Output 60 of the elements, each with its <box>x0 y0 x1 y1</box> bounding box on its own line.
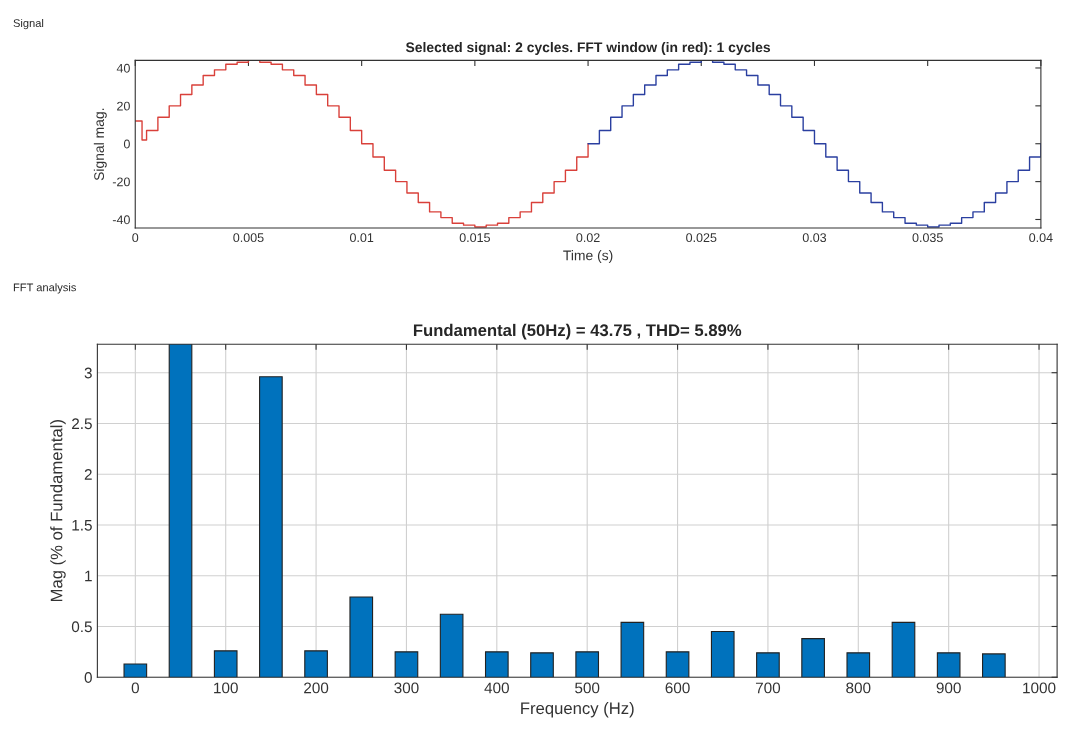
text: Signal <box>13 18 44 30</box>
y-tick-label: 2 <box>84 469 92 480</box>
y-tick-label: -20 <box>112 177 130 187</box>
y-axis-title: Signal mag. <box>93 108 107 181</box>
x-tick-label: 400 <box>484 682 509 694</box>
bar <box>846 652 871 678</box>
bar <box>801 638 825 678</box>
bar <box>123 663 148 678</box>
bar <box>982 653 1006 678</box>
x-axis-title: Time (s) <box>563 250 613 264</box>
y-tick-label: -40 <box>112 215 130 225</box>
bar <box>394 651 419 678</box>
bar <box>936 652 961 678</box>
y-tick-label: 0.5 <box>71 621 92 633</box>
bar <box>620 621 645 678</box>
y-axis-title: Mag (% of Fundamental) <box>50 420 66 602</box>
bar <box>530 652 554 678</box>
x-tick-label: 100 <box>214 682 238 694</box>
bar <box>484 651 509 678</box>
bar <box>168 344 193 678</box>
x-tick-label: 0.03 <box>802 233 827 243</box>
x-tick-label: 200 <box>304 682 329 694</box>
bar <box>349 596 374 678</box>
x-tick-label: 500 <box>575 682 600 694</box>
x-tick-label: 0.04 <box>1029 233 1053 243</box>
y-tick-label: 2.5 <box>72 418 92 430</box>
x-tick-label: 0.005 <box>233 233 264 243</box>
x-tick-label: 300 <box>394 682 419 694</box>
x-tick-label: 0 <box>131 682 139 694</box>
x-tick-label: 1000 <box>1023 682 1056 694</box>
x-tick-label: 0.01 <box>349 233 374 243</box>
y-tick-label: 40 <box>116 63 130 73</box>
bar <box>439 613 464 678</box>
x-tick-label: 900 <box>936 682 961 694</box>
x-tick-label: 0.015 <box>459 233 490 243</box>
bar <box>756 652 780 678</box>
chart-title: Selected signal: 2 cycles. FFT window (in red): 1 cycles <box>405 42 771 56</box>
y-tick-label: 20 <box>117 101 130 111</box>
x-tick-label: 0.035 <box>912 233 943 243</box>
y-tick-label: 3 <box>84 367 92 379</box>
y-tick-label: 1.5 <box>72 519 92 531</box>
x-tick-label: 0.025 <box>686 233 717 243</box>
x-tick-label: 0 <box>132 233 139 243</box>
y-tick-label: 0 <box>84 672 92 683</box>
x-tick-label: 0.02 <box>576 233 600 243</box>
x-tick-label: 700 <box>755 682 781 694</box>
bar <box>259 376 283 678</box>
text: FFT analysis <box>13 283 76 294</box>
y-tick-label: 0 <box>123 139 130 149</box>
bar <box>304 650 328 678</box>
bar <box>710 631 735 678</box>
bar <box>891 621 916 678</box>
bar <box>665 651 690 678</box>
y-tick-label: 1 <box>85 570 92 582</box>
bar <box>213 650 238 678</box>
x-tick-label: 600 <box>665 682 690 694</box>
x-tick-label: 800 <box>846 682 871 694</box>
bar <box>575 651 600 678</box>
x-axis-title: Frequency (Hz) <box>521 701 634 718</box>
chart-title: Fundamental (50Hz) = 43.75 , THD= 5.89% <box>413 323 742 340</box>
